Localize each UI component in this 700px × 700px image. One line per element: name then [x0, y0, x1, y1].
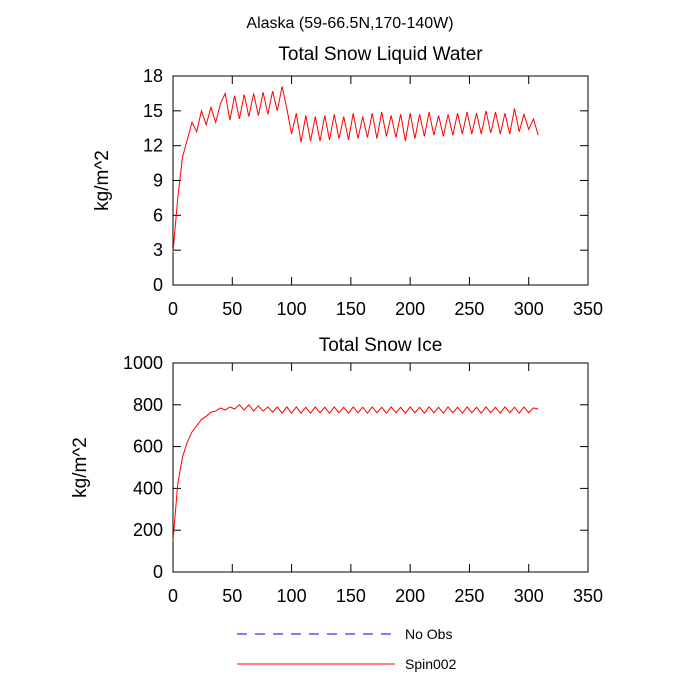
- legend-label: No Obs: [405, 626, 452, 642]
- x-tick-label: 300: [514, 299, 544, 319]
- x-tick-label: 150: [336, 586, 366, 606]
- x-tick-label: 300: [514, 586, 544, 606]
- y-tick-label: 12: [143, 136, 163, 156]
- y-tick-label: 6: [153, 205, 163, 225]
- x-tick-label: 50: [222, 299, 242, 319]
- x-tick-label: 0: [168, 586, 178, 606]
- x-tick-label: 100: [277, 586, 307, 606]
- page-title: Alaska (59-66.5N,170-140W): [246, 15, 453, 32]
- y-tick-label: 800: [133, 395, 163, 415]
- chart-title: Total Snow Liquid Water: [278, 44, 483, 65]
- legend-label: Spin002: [405, 656, 457, 672]
- x-tick-label: 250: [454, 299, 484, 319]
- x-tick-label: 250: [454, 586, 484, 606]
- y-axis-label: kg/m^2: [92, 150, 113, 211]
- data-line: [172, 86, 539, 253]
- y-tick-label: 200: [133, 520, 163, 540]
- y-tick-label: 600: [133, 437, 163, 457]
- x-tick-label: 0: [168, 299, 178, 319]
- y-tick-label: 0: [153, 275, 163, 295]
- x-tick-label: 350: [573, 586, 603, 606]
- y-tick-label: 15: [143, 101, 163, 121]
- y-tick-label: 18: [143, 66, 163, 86]
- plot-frame: [172, 75, 589, 286]
- plot-frame: [172, 362, 589, 573]
- x-tick-label: 50: [222, 586, 242, 606]
- y-tick-label: 400: [133, 478, 163, 498]
- y-tick-label: 3: [153, 240, 163, 260]
- x-tick-label: 200: [395, 586, 425, 606]
- y-tick-label: 9: [153, 171, 163, 191]
- y-tick-label: 0: [153, 562, 163, 582]
- y-tick-label: 1000: [123, 353, 163, 373]
- x-tick-label: 150: [336, 299, 366, 319]
- y-axis-label: kg/m^2: [70, 437, 91, 498]
- x-tick-label: 100: [277, 299, 307, 319]
- chart-title: Total Snow Ice: [319, 335, 443, 356]
- x-tick-label: 350: [573, 299, 603, 319]
- x-tick-label: 200: [395, 299, 425, 319]
- data-line: [172, 404, 539, 541]
